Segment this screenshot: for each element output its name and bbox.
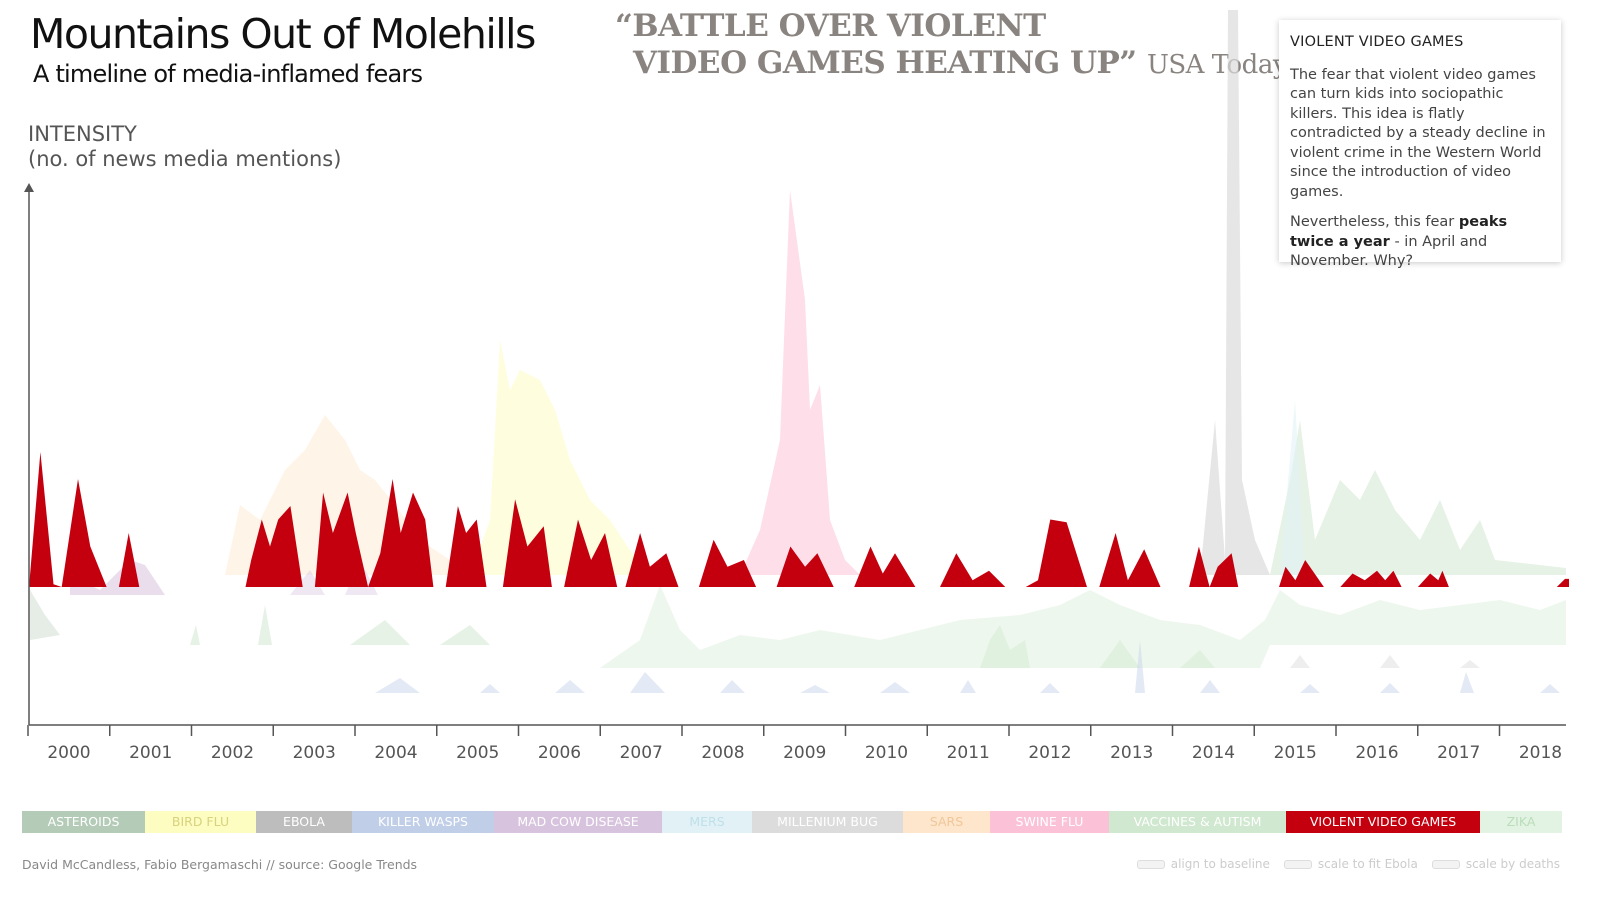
- background-area: [375, 640, 1560, 693]
- legend-item[interactable]: KILLER WASPS: [352, 811, 494, 833]
- toggle-label: align to baseline: [1170, 857, 1270, 871]
- series-area: [1340, 570, 1402, 587]
- x-tick-label: 2017: [1437, 743, 1480, 763]
- background-area: [1270, 420, 1566, 575]
- y-axis-arrow: [24, 183, 34, 192]
- background-area: [190, 605, 490, 645]
- axes: 2000 2001 2002 2003 2004 2005 2006 2007 2008 2009…: [24, 183, 1566, 763]
- series-area: [1209, 553, 1239, 587]
- display-controls: align to baseline scale to fit Ebola scale…: [1136, 857, 1560, 871]
- legend-item[interactable]: MERS: [662, 811, 752, 833]
- series-area: [245, 506, 303, 587]
- series-area: [564, 519, 618, 587]
- media-headline: “BATTLE OVER VIOLENT VIDEO GAMES HEATING…: [615, 8, 1288, 84]
- y-axis-label: INTENSITY (no. of news media mentions): [28, 122, 341, 172]
- x-tick-label: 2002: [211, 743, 254, 763]
- legend-item[interactable]: EBOLA: [256, 811, 352, 833]
- background-area: [980, 625, 1215, 668]
- legend-item[interactable]: ZIKA: [1480, 811, 1562, 833]
- series-area: [1189, 546, 1210, 587]
- info-description: The fear that violent video games can tu…: [1290, 66, 1546, 200]
- info-panel: VIOLENT VIDEO GAMES The fear that violen…: [1279, 20, 1561, 269]
- legend-item[interactable]: MILLENIUM BUG: [752, 811, 903, 833]
- x-tick-label: 2005: [456, 743, 499, 763]
- series-area: [502, 499, 552, 587]
- credit: David McCandless, Fabio Bergamaschi // s…: [22, 857, 418, 872]
- info-title: VIOLENT VIDEO GAMES: [1290, 34, 1464, 50]
- x-tick-label: 2012: [1028, 743, 1071, 763]
- display-toggle[interactable]: scale by deaths: [1431, 857, 1560, 871]
- series-area: [29, 452, 62, 587]
- x-tick-label: 2009: [783, 743, 826, 763]
- display-toggle[interactable]: scale to fit Ebola: [1283, 857, 1418, 871]
- series-area: [625, 533, 679, 587]
- series-area: [1417, 570, 1449, 587]
- background-area: [1280, 400, 1305, 575]
- x-tick-label: 2007: [620, 743, 663, 763]
- toggle-icon: [1283, 859, 1312, 869]
- series-area: [854, 546, 916, 587]
- legend-item[interactable]: SARS: [903, 811, 990, 833]
- info-peaks-note: Nevertheless, this fear peaks twice a ye…: [1290, 213, 1550, 272]
- toggle-icon: [1136, 859, 1165, 869]
- y-axis-subtitle: (no. of news media mentions): [28, 147, 342, 171]
- background-area: [1200, 10, 1270, 575]
- series-area: [698, 539, 757, 587]
- display-toggle[interactable]: align to baseline: [1136, 857, 1270, 871]
- series-area: [1099, 533, 1161, 587]
- x-tick-label: 2000: [47, 743, 90, 763]
- highlighted-series-layer: [29, 452, 1569, 587]
- series-area: [1025, 519, 1087, 587]
- x-tick-label: 2010: [865, 743, 908, 763]
- chart-subtitle: A timeline of media-inflamed fears: [33, 60, 423, 88]
- legend-item[interactable]: SWINE FLU: [990, 811, 1109, 833]
- info-peaks-pre: Nevertheless, this fear: [1290, 214, 1459, 230]
- info-peaks-bold: peaks twice a year: [1290, 214, 1508, 250]
- x-tick-label: 2015: [1274, 743, 1317, 763]
- x-tick-label: 2008: [701, 743, 744, 763]
- headline-line-2: VIDEO GAMES HEATING UP” USA Today: [615, 45, 1288, 84]
- series-area: [118, 533, 140, 587]
- series-area: [1279, 560, 1324, 587]
- background-area: [1290, 655, 1480, 668]
- x-tick-label: 2018: [1519, 743, 1562, 763]
- x-tick-label: 2016: [1355, 743, 1398, 763]
- legend: ASTEROIDS BIRD FLU EBOLA KILLER WASPS MAD CO…: [22, 811, 1562, 833]
- x-tick-label: 2013: [1110, 743, 1153, 763]
- info-peaks-post: - in April and November. Why?: [1290, 233, 1488, 270]
- timeline-chart: 2000 2001 2002 2003 2004 2005 2006 2007 2008 2009…: [24, 10, 1569, 763]
- x-tick-label: 2001: [129, 743, 172, 763]
- legend-item[interactable]: VACCINES & AUTISM: [1109, 811, 1286, 833]
- background-area: [470, 340, 650, 575]
- x-tick-label: 2011: [947, 743, 990, 763]
- toggle-label: scale to fit Ebola: [1317, 857, 1418, 871]
- series-area: [445, 506, 487, 587]
- series-area: [368, 479, 434, 587]
- y-axis-title: INTENSITY: [28, 122, 137, 146]
- x-tick-label: 2003: [293, 743, 336, 763]
- background-area: [70, 560, 165, 595]
- headline-line-1: “BATTLE OVER VIOLENT: [615, 8, 1046, 44]
- x-tick-label: 2014: [1192, 743, 1235, 763]
- series-area: [61, 479, 107, 587]
- background-area: [30, 590, 60, 640]
- x-tick-label: 2006: [538, 743, 581, 763]
- headline-source: USA Today: [1146, 50, 1288, 80]
- legend-item[interactable]: VIOLENT VIDEO GAMES: [1286, 811, 1480, 833]
- legend-item[interactable]: MAD COW DISEASE: [494, 811, 662, 833]
- toggle-icon: [1431, 859, 1460, 869]
- legend-item[interactable]: ASTEROIDS: [22, 811, 145, 833]
- headline-text: VIDEO GAMES HEATING UP”: [633, 45, 1137, 81]
- legend-item[interactable]: BIRD FLU: [145, 811, 256, 833]
- toggle-label: scale by deaths: [1465, 857, 1560, 871]
- series-area: [776, 546, 834, 587]
- series-area: [1556, 578, 1569, 587]
- x-tick-label: 2004: [374, 743, 417, 763]
- background-area: [740, 190, 860, 575]
- chart-title: Mountains Out of Molehills: [30, 10, 536, 58]
- background-area: [600, 585, 1566, 668]
- series-area: [314, 492, 369, 587]
- series-area: [940, 553, 1006, 587]
